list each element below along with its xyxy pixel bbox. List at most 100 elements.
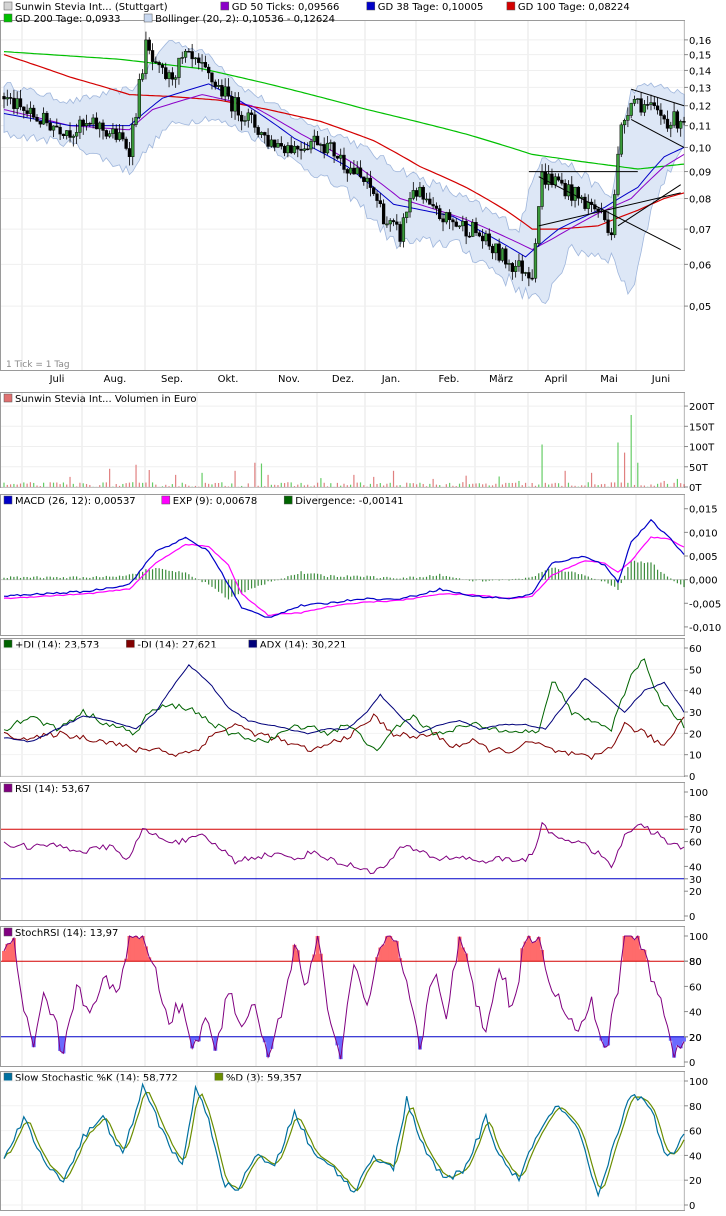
candle-body	[418, 186, 422, 197]
candle-body	[523, 272, 528, 274]
legend-swatch	[214, 1072, 224, 1082]
candle-body	[2, 96, 6, 100]
candle-body	[537, 206, 541, 244]
adx-line	[3, 663, 685, 743]
y-tick-label: 0,12	[689, 102, 711, 113]
candle-body	[98, 122, 102, 130]
candle-body	[603, 210, 607, 221]
candle-body	[183, 50, 188, 58]
y-tick-label: 40	[689, 1151, 702, 1162]
overbought-zone	[378, 947, 383, 962]
candle-body	[682, 121, 686, 123]
candle-body	[107, 133, 112, 137]
candle-body	[464, 221, 468, 237]
legend-swatch	[3, 393, 13, 403]
overbought-zone	[635, 936, 640, 962]
overbought-zone	[622, 936, 627, 962]
month-label: März	[489, 374, 513, 385]
candle-body	[322, 144, 326, 154]
candle-body	[411, 190, 415, 199]
candle-body	[507, 263, 511, 265]
y-tick-label: 0T	[689, 483, 702, 494]
y-tick-label: 0,13	[689, 83, 711, 94]
candle-body	[164, 67, 168, 79]
oversold-zone	[58, 1036, 63, 1051]
overbought-zone	[140, 936, 145, 962]
overbought-zone	[391, 940, 396, 962]
candle-body	[220, 85, 224, 97]
legend-swatch	[126, 639, 135, 649]
legend-swatch	[220, 1, 230, 11]
candle-body	[32, 107, 36, 118]
legend-label: Divergence: -0,00141	[295, 496, 403, 507]
candle-body	[68, 130, 72, 138]
candle-body	[348, 167, 353, 174]
candle-body	[144, 39, 148, 74]
y-tick-label: 0,005	[689, 552, 718, 563]
month-label: Dez.	[332, 374, 354, 385]
candle-body	[236, 97, 241, 116]
legend-swatch	[3, 13, 13, 23]
y-tick-label: 0,06	[689, 260, 711, 271]
candle-body	[514, 266, 518, 272]
candle-body	[5, 97, 9, 100]
oversold-zone	[675, 1036, 680, 1046]
candle-body	[45, 112, 49, 124]
y-tick-label: 80	[689, 813, 702, 824]
candle-body	[91, 117, 95, 125]
candle-body	[378, 200, 382, 205]
legend-swatch	[3, 927, 13, 937]
candle-body	[372, 187, 376, 195]
candle-body	[279, 143, 283, 147]
candle-body	[358, 167, 363, 178]
candle-body	[510, 263, 514, 272]
candle-body	[639, 98, 643, 113]
candle-body	[573, 186, 577, 201]
legend-swatch	[143, 13, 153, 23]
overbought-zone	[536, 937, 541, 962]
candle-body	[296, 145, 300, 150]
legend-swatch	[3, 1072, 13, 1082]
month-label: Nov.	[278, 374, 300, 385]
y-tick-label: 20	[689, 1176, 702, 1187]
candle-body	[517, 260, 521, 267]
y-tick-label: 60	[689, 982, 702, 993]
y-tick-label: 100	[689, 788, 708, 799]
candle-body	[490, 245, 495, 254]
candle-body	[58, 126, 62, 135]
y-tick-label: 80	[689, 957, 702, 968]
y-tick-label: 0,07	[689, 225, 711, 236]
candle-body	[659, 109, 663, 116]
oversold-zone	[417, 1036, 422, 1050]
minus-di-line	[3, 713, 685, 761]
candle-body	[246, 112, 250, 121]
y-tick-label: 60	[689, 644, 702, 655]
oversold-zone	[193, 1036, 198, 1041]
legend-label: Sunwin Stevia Int... Volumen in Euro	[15, 394, 197, 405]
month-label: April	[545, 374, 568, 385]
overbought-zone	[526, 936, 531, 962]
candle-body	[414, 190, 419, 197]
candle-body	[619, 124, 623, 155]
overbought-zone	[312, 954, 317, 962]
candle-body	[345, 169, 349, 174]
y-tick-label: 20	[689, 887, 702, 898]
candle-body	[487, 233, 491, 247]
candle-body	[101, 122, 105, 131]
overbought-zone	[457, 936, 462, 962]
overbought-zone	[134, 936, 138, 962]
legend-label: Slow Stochastic %K (14): 58,772	[15, 1073, 178, 1084]
candle-body	[177, 57, 181, 78]
candle-body	[269, 139, 274, 147]
y-tick-label: 50T	[689, 463, 709, 474]
candle-body	[362, 176, 366, 182]
candle-body	[140, 73, 145, 80]
trendline	[630, 119, 685, 148]
candle-body	[471, 222, 475, 237]
candle-body	[649, 102, 653, 105]
legend-label: Bollinger (20, 2): 0,10536 - 0,12624	[155, 14, 335, 25]
candle-body	[309, 141, 313, 150]
overbought-zone	[130, 937, 135, 962]
y-tick-label: 0,10	[689, 143, 711, 154]
candle-body	[385, 223, 389, 226]
